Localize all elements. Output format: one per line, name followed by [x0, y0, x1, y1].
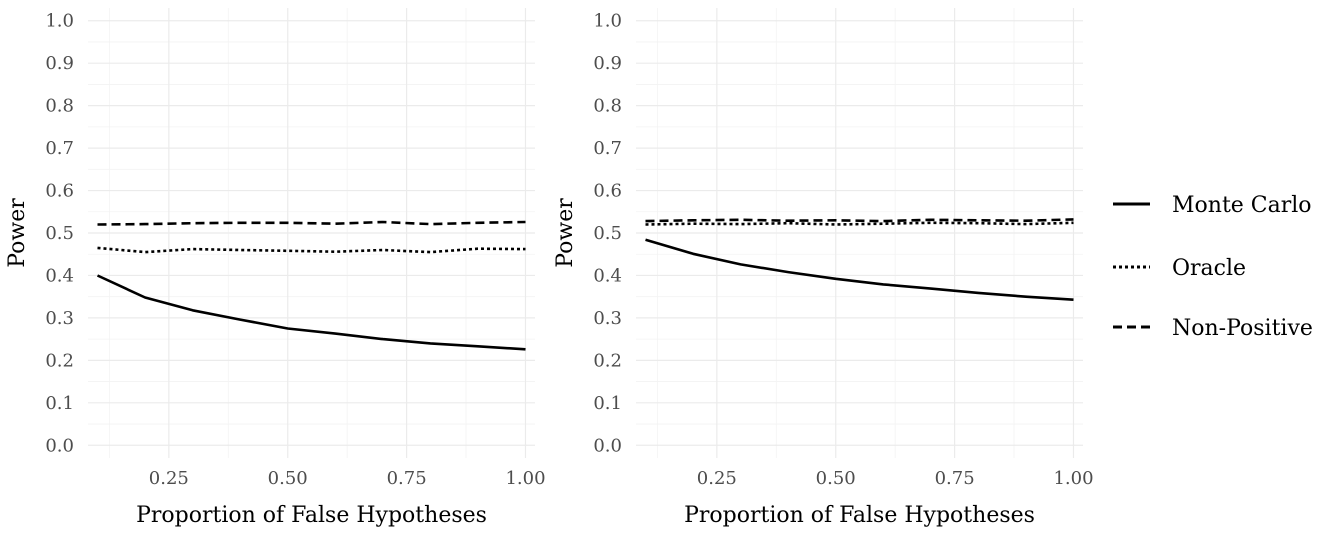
legend-label: Monte Carlo: [1172, 193, 1312, 218]
major-gridlines: [88, 8, 535, 458]
legend-label: Non-Positive: [1172, 316, 1313, 341]
y-axis-label: Power: [5, 198, 30, 268]
series-line-non-positive: [97, 220, 526, 226]
y-tick-label: 0.1: [593, 393, 622, 414]
y-tick-label: 1.0: [593, 11, 622, 32]
y-axis-label: Power: [553, 198, 578, 268]
x-axis-label: Proportion of False Hypotheses: [136, 503, 487, 528]
y-tick-label: 0.8: [45, 96, 74, 117]
x-tick-label: 0.25: [149, 468, 189, 489]
y-tick-label: 0.5: [45, 223, 74, 244]
right-panel: 0.0 0.1 0.2 0.3 0.4 0.5 0.6 0.7 0.8 0.9 1.0 0.25 0.5…: [553, 8, 1094, 528]
x-tick-label: 0.50: [268, 468, 308, 489]
series-line-monte-carlo: [96, 274, 526, 351]
y-tick-label: 0.9: [593, 53, 622, 74]
y-tick-label: 0.7: [45, 138, 74, 159]
x-tick-label: 1.00: [505, 468, 545, 489]
x-tick-label: 1.00: [1053, 468, 1093, 489]
y-tick-label: 0.4: [593, 265, 622, 286]
x-tick-label: 0.50: [816, 468, 856, 489]
y-tick-label: 0.2: [45, 350, 74, 371]
left-panel: 0.0 0.1 0.2 0.3 0.4 0.5 0.6 0.7 0.8 0.9 1.0 0.25 0.5…: [5, 8, 546, 528]
y-tick-label: 0.4: [45, 265, 74, 286]
series-line-non-positive: [645, 218, 1074, 223]
x-tick-label: 0.25: [697, 468, 737, 489]
legend: Monte Carlo Oracle Non-Positive: [1113, 193, 1313, 341]
y-tick-label: 0.8: [593, 96, 622, 117]
y-tick-label: 0.9: [45, 53, 74, 74]
y-tick-label: 0.0: [45, 435, 74, 456]
y-tick-label: 1.0: [45, 11, 74, 32]
y-tick-label: 0.2: [593, 350, 622, 371]
y-tick-label: 0.1: [45, 393, 74, 414]
y-tick-label: 0.5: [593, 223, 622, 244]
x-tick-label: 0.75: [935, 468, 975, 489]
y-tick-label: 0.7: [593, 138, 622, 159]
y-tick-label: 0.0: [593, 435, 622, 456]
major-gridlines: [636, 8, 1083, 458]
y-tick-label: 0.3: [45, 308, 74, 329]
y-tick-label: 0.3: [593, 308, 622, 329]
y-tick-label: 0.6: [593, 181, 622, 202]
x-axis-label: Proportion of False Hypotheses: [684, 503, 1035, 528]
legend-label: Oracle: [1172, 256, 1246, 281]
x-tick-label: 0.75: [387, 468, 427, 489]
series-line-monte-carlo: [645, 238, 1074, 301]
y-tick-label: 0.6: [45, 181, 74, 202]
series-line-oracle: [645, 221, 1074, 226]
